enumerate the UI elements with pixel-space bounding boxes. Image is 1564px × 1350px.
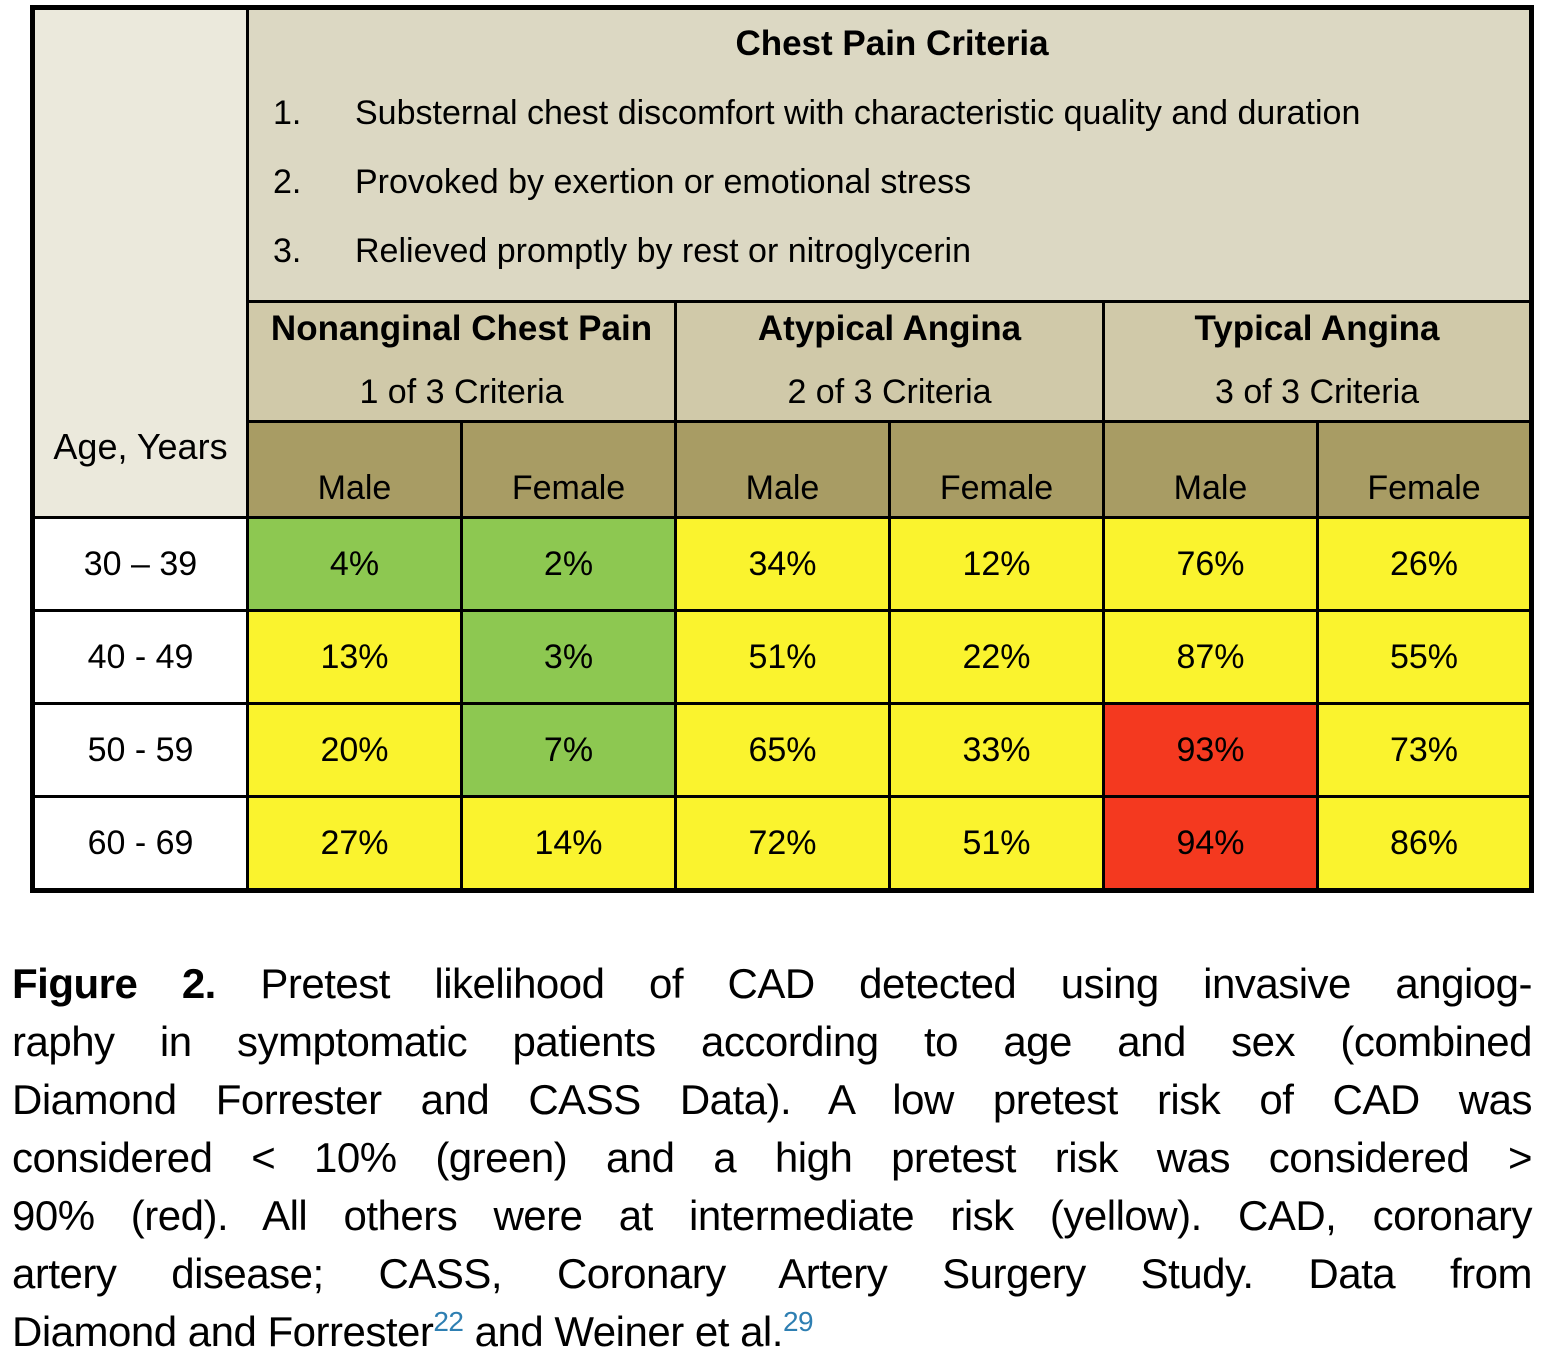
- criteria-item-2: 2. Provoked by exertion or emotional str…: [273, 163, 1511, 202]
- caption-text: Diamond and Forrester: [12, 1308, 434, 1350]
- risk-cell: 87%: [1102, 609, 1319, 705]
- data-row-40-49: 40 - 49 13% 3% 51% 22% 87% 55%: [31, 609, 1534, 705]
- criteria-title: Chest Pain Criteria: [735, 24, 1049, 63]
- caption-line: Diamond Forrester and CASS Data). A low …: [12, 1076, 1533, 1123]
- risk-cell: 73%: [1315, 702, 1534, 798]
- group-title: Nonanginal Chest Pain: [270, 309, 653, 348]
- risk-cell: 13%: [246, 609, 463, 705]
- risk-cell: 2%: [460, 516, 677, 612]
- caption-text: Pretest likelihood of CAD detected using…: [215, 960, 1532, 1007]
- risk-cell: 65%: [674, 702, 891, 798]
- caption-line: 90% (red). All others were at intermedia…: [12, 1192, 1533, 1239]
- figure-label: Figure 2.: [12, 960, 216, 1007]
- criteria-item-3: 3. Relieved promptly by rest or nitrogly…: [273, 232, 1511, 271]
- criteria-item-text: Substernal chest discomfort with charact…: [355, 94, 1361, 132]
- criteria-item-number: 1.: [273, 94, 302, 132]
- group-title: Atypical Angina: [757, 309, 1022, 348]
- sex-header-female: Female: [460, 420, 677, 519]
- group-header-nonanginal: Nonanginal Chest Pain 1 of 3 Criteria: [246, 300, 677, 423]
- risk-cell: 94%: [1102, 795, 1319, 892]
- risk-cell: 14%: [460, 795, 677, 892]
- criteria-item-text: Provoked by exertion or emotional stress: [355, 163, 972, 201]
- age-range-label: 40 - 49: [31, 609, 249, 705]
- risk-cell: 12%: [888, 516, 1105, 612]
- risk-cell: 22%: [888, 609, 1105, 705]
- risk-cell: 26%: [1315, 516, 1534, 612]
- group-header-typical: Typical Angina 3 of 3 Criteria: [1101, 300, 1534, 423]
- risk-cell: 27%: [246, 795, 463, 892]
- data-row-30-39: 30 – 39 4% 2% 34% 12% 76% 26%: [31, 516, 1534, 612]
- caption-line: artery disease; CASS, Coronary Artery Su…: [12, 1250, 1533, 1297]
- risk-cell: 7%: [460, 702, 677, 798]
- sex-header-female: Female: [888, 420, 1105, 519]
- group-subtitle: 1 of 3 Criteria: [359, 373, 564, 411]
- age-range-label: 50 - 59: [31, 702, 249, 798]
- age-range-label: 30 – 39: [31, 516, 249, 612]
- caption-line: raphy in symptomatic patients according …: [12, 1018, 1533, 1065]
- criteria-header-row: Age, Years Chest Pain Criteria 1. Subste…: [31, 6, 1534, 519]
- risk-cell: 72%: [674, 795, 891, 892]
- risk-cell: 86%: [1315, 795, 1534, 892]
- group-header-row: Nonanginal Chest Pain 1 of 3 Criteria At…: [33, 300, 1534, 423]
- risk-cell: 55%: [1315, 609, 1534, 705]
- risk-cell: 33%: [888, 702, 1105, 798]
- sex-header-male: Male: [1102, 420, 1319, 519]
- data-row-60-69: 60 - 69 27% 14% 72% 51% 94% 86%: [31, 795, 1534, 892]
- criteria-item-text: Relieved promptly by rest or nitroglycer…: [355, 232, 972, 270]
- pretest-likelihood-table: Age, Years Chest Pain Criteria 1. Subste…: [30, 5, 1535, 893]
- risk-cell: 4%: [246, 516, 463, 612]
- age-years-header-cell: Age, Years: [31, 6, 249, 519]
- risk-cell: 3%: [460, 609, 677, 705]
- reference-29: 29: [782, 1306, 814, 1337]
- criteria-item-number: 3.: [273, 232, 302, 270]
- data-row-50-59: 50 - 59 20% 7% 65% 33% 93% 73%: [31, 702, 1534, 798]
- risk-cell: 51%: [674, 609, 891, 705]
- criteria-item-number: 2.: [273, 163, 302, 201]
- caption-line: considered < 10% (green) and a high pret…: [12, 1134, 1533, 1181]
- reference-22: 22: [433, 1306, 464, 1337]
- sex-header-male: Male: [246, 420, 463, 519]
- chest-pain-criteria-cell: Chest Pain Criteria 1. Substernal chest …: [245, 6, 1534, 303]
- group-subtitle: 3 of 3 Criteria: [1214, 373, 1420, 411]
- sex-header-female: Female: [1315, 420, 1534, 519]
- figure-caption: Figure 2. Pretest likelihood of CAD dete…: [12, 955, 1533, 1350]
- risk-cell: 34%: [674, 516, 891, 612]
- sex-header-male: Male: [674, 420, 891, 519]
- group-subtitle: 2 of 3 Criteria: [787, 373, 992, 411]
- sex-header-row: Male Female Male Female Male Female: [33, 420, 1534, 519]
- caption-line: Figure 2. Pretest likelihood of CAD dete…: [12, 955, 1533, 1013]
- risk-cell: 20%: [246, 702, 463, 798]
- risk-cell: 51%: [888, 795, 1105, 892]
- caption-text: and Weiner et al.: [463, 1308, 784, 1350]
- risk-cell: 76%: [1102, 516, 1319, 612]
- risk-cell: 93%: [1102, 702, 1319, 798]
- caption-line: Diamond and Forrester22 and Weiner et al…: [12, 1303, 1532, 1350]
- age-range-label: 60 - 69: [31, 795, 249, 892]
- criteria-item-1: 1. Substernal chest discomfort with char…: [273, 94, 1511, 133]
- group-header-atypical: Atypical Angina 2 of 3 Criteria: [674, 300, 1105, 423]
- group-title: Typical Angina: [1194, 309, 1440, 348]
